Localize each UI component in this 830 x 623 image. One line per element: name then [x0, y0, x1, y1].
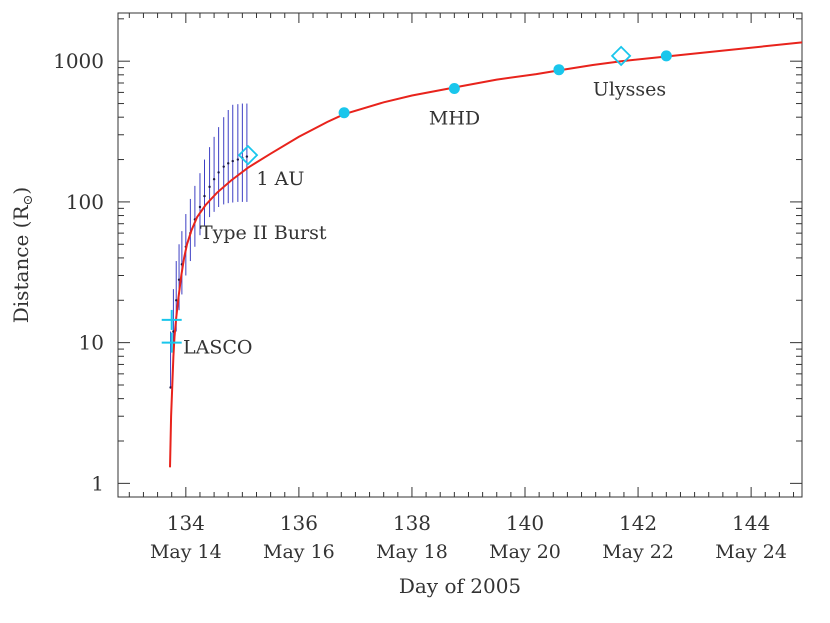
y-axis-title-main: Distance (R: [9, 205, 33, 324]
annotation-label: 1 AU: [256, 168, 304, 190]
type-ii-point: [203, 194, 206, 198]
x-tick-label: 134: [167, 511, 205, 535]
x-tick-label: 140: [506, 511, 544, 535]
type-ii-point: [169, 386, 172, 389]
x-tick-date-label: May 14: [150, 541, 222, 563]
insitu-diamond: [237, 144, 259, 166]
annotation-label: Type II Burst: [200, 222, 327, 244]
mhd-point: [660, 50, 672, 62]
x-tick-date-label: May 16: [263, 541, 335, 563]
y-tick-label: 1: [91, 471, 104, 495]
x-tick-label: 144: [732, 511, 770, 535]
observation-markers: [161, 45, 672, 353]
plot-frame: [117, 12, 803, 498]
type-ii-point: [227, 162, 230, 165]
model-curve-line: [169, 41, 803, 468]
type-ii-point: [208, 185, 211, 189]
x-tick-label: 142: [619, 511, 657, 535]
x-tick-date-label: May 22: [602, 541, 674, 563]
mhd-point: [338, 107, 350, 119]
y-axis-title-close: ): [9, 187, 33, 195]
mhd-point: [553, 64, 565, 76]
type-ii-point: [245, 155, 249, 158]
type-ii-point: [175, 299, 178, 302]
y-tick-label: 10: [79, 331, 104, 355]
type-ii-point: [212, 178, 216, 181]
x-tick-date-label: May 24: [715, 541, 787, 563]
x-tick-date-label: May 18: [376, 541, 448, 563]
type-ii-burst-series: [169, 103, 249, 389]
annotation-label: LASCO: [183, 337, 252, 359]
type-ii-point: [177, 278, 181, 281]
y-axis-title-subscript: ⊙: [21, 195, 36, 206]
type-ii-point: [217, 171, 220, 174]
y-tick-label: 1000: [53, 49, 104, 73]
y-tick-label: 100: [66, 190, 104, 214]
insitu-diamond: [610, 45, 632, 67]
type-ii-point: [236, 158, 240, 161]
annotations: LASCO Type II Burst 1 AU MHD Ulysses: [183, 78, 666, 358]
type-ii-point: [231, 159, 234, 163]
y-axis-title: Distance (R⊙): [9, 187, 36, 324]
y-tick-labels: 1 10 100 1000: [53, 49, 104, 495]
x-tick-labels: 134 May 14 136 May 16 138 May 18 140 May 20 142 M…: [150, 511, 787, 563]
x-tick-date-label: May 20: [489, 541, 561, 563]
x-tick-label: 136: [280, 511, 318, 535]
type-ii-point: [222, 165, 225, 168]
model-curve-series: [169, 41, 803, 468]
mhd-point: [448, 82, 460, 94]
annotation-label: MHD: [429, 108, 480, 130]
x-axis-title: Day of 2005: [399, 574, 521, 598]
axis-ticks: [118, 13, 802, 497]
annotation-label: Ulysses: [593, 78, 666, 100]
x-tick-label: 138: [393, 511, 431, 535]
type-ii-point: [198, 205, 202, 209]
